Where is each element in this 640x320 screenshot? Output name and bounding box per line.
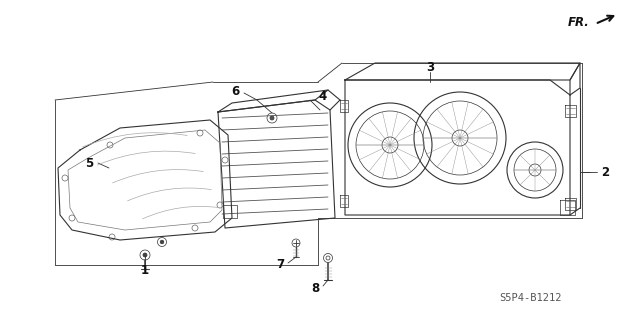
Text: S5P4-B1212: S5P4-B1212 — [499, 293, 561, 303]
Text: 3: 3 — [426, 60, 434, 74]
Text: 4: 4 — [318, 90, 326, 102]
Text: 1: 1 — [141, 263, 149, 276]
Text: 6: 6 — [231, 84, 239, 98]
Text: 8: 8 — [311, 283, 319, 295]
Circle shape — [160, 240, 164, 244]
Circle shape — [270, 116, 274, 120]
Circle shape — [143, 253, 147, 257]
Text: FR.: FR. — [568, 15, 590, 28]
Text: 7: 7 — [276, 259, 284, 271]
Text: 5: 5 — [84, 156, 93, 170]
Text: 2: 2 — [601, 165, 609, 179]
